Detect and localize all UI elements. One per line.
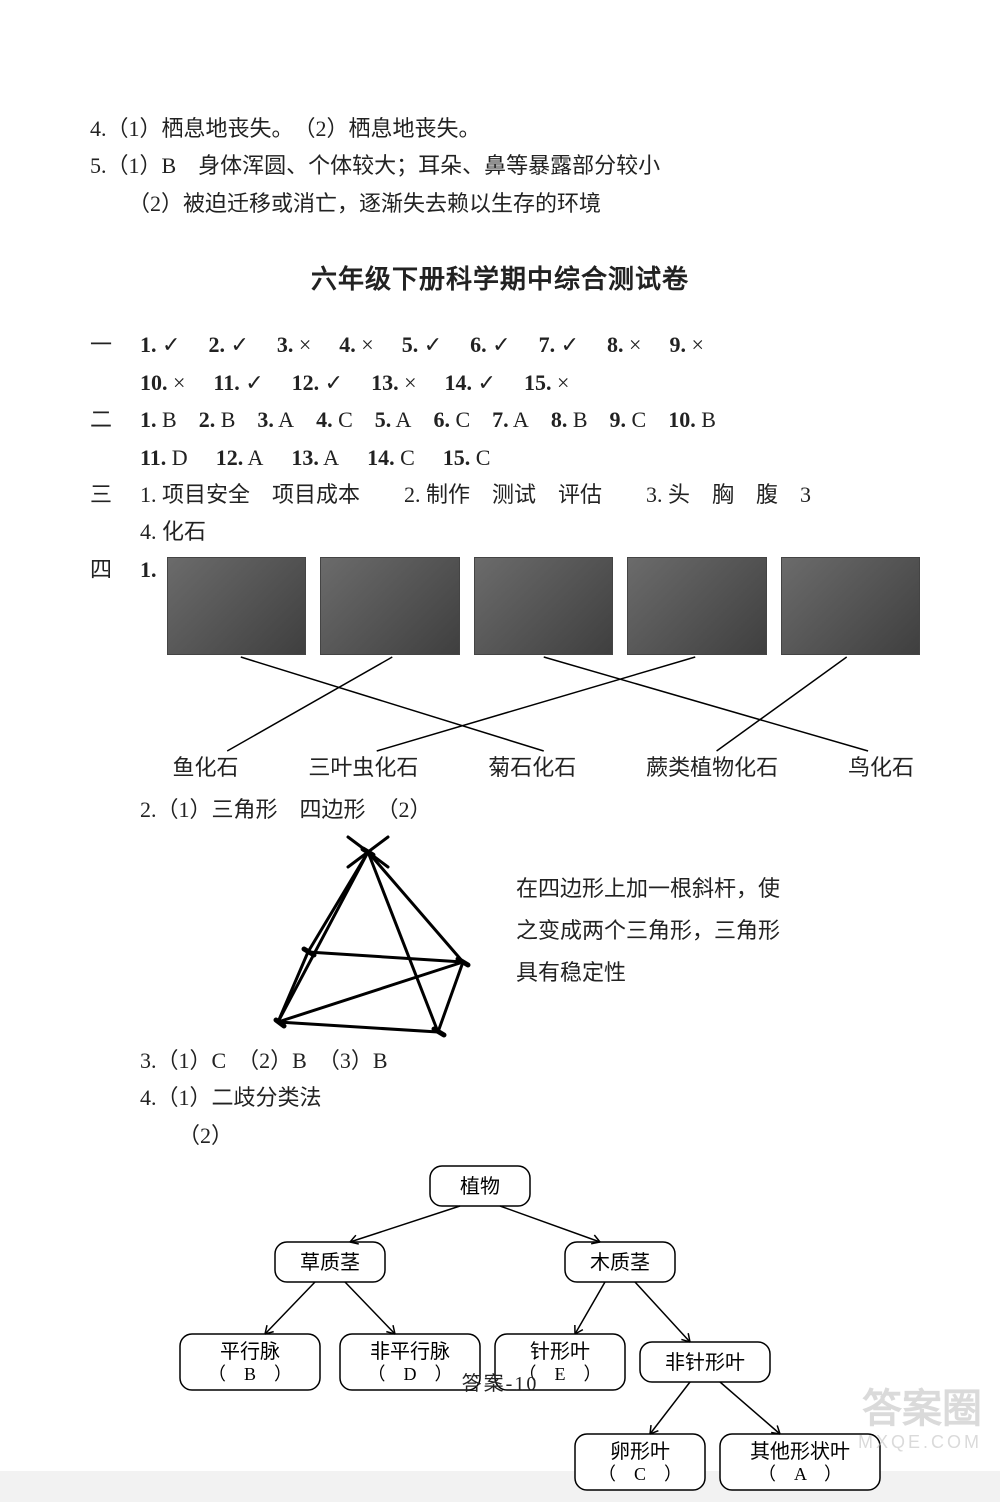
structure-sketch [238, 832, 498, 1042]
q4-2-note3: 具有稳定性 [516, 952, 920, 994]
section-4: 四 1. 鱼化石三叶虫化石菊石化石蕨类植物化石鸟化石 [90, 551, 910, 1502]
answer-item: 4. × [339, 326, 373, 363]
answer-item: 10. × [140, 364, 185, 401]
fossil-match: 鱼化石 三叶虫化石 菊石化石 蕨类植物化石 鸟化石 [167, 557, 921, 787]
svg-text:卵形叶: 卵形叶 [610, 1440, 670, 1463]
top-q5b: （2）被迫迁移或消亡，逐渐失去赖以生存的环境 [90, 185, 910, 222]
section-2-label: 二 [90, 401, 126, 438]
fossil-labels: 鱼化石 三叶虫化石 菊石化石 蕨类植物化石 鸟化石 [167, 749, 921, 786]
q4-1-label: 1. [140, 551, 157, 787]
svg-text:其他形状叶: 其他形状叶 [750, 1440, 850, 1463]
page-title: 六年级下册科学期中综合测试卷 [90, 258, 910, 302]
answer-item: 3. × [277, 326, 311, 363]
sec2-row1: 1. B 2. B 3. A 4. C 5. A 6. C 7. A 8. B 9. C 10. … [140, 401, 910, 438]
page-footer: 答案-10 [0, 1367, 1000, 1401]
answer-item: 15. C [443, 439, 491, 476]
answer-item: 9. × [669, 326, 703, 363]
q4-2-figure-row: 在四边形上加一根斜杆，使 之变成两个三角形，三角形 具有稳定性 [140, 832, 920, 1042]
fossil-img-4 [627, 557, 767, 655]
top-q5a: 5.（1）B 身体浑圆、个体较大；耳朵、鼻等暴露部分较小 [90, 147, 910, 184]
answer-item: 2. B [199, 401, 236, 438]
answer-item: 8. × [607, 326, 641, 363]
fossil-lines [167, 655, 921, 755]
answer-item: 1. ✓ [140, 326, 180, 363]
answer-item: 12. ✓ [292, 364, 343, 401]
q4-2-line: 2.（1）三角形 四边形 （2） [140, 797, 432, 822]
svg-text:平行脉: 平行脉 [220, 1340, 280, 1363]
classification-tree: 植物草质茎木质茎平行脉（ B ）非平行脉（ D ）针形叶（ E ）非针形叶卵形叶… [140, 1162, 920, 1502]
watermark-line1: 答案圈 [858, 1386, 982, 1432]
svg-text:（ A ）: （ A ） [758, 1464, 842, 1484]
sec2-row2: 11. D 12. A 13. A 14. C 15. C [140, 439, 910, 476]
q4-4-line1: 4.（1）二歧分类法 [140, 1079, 920, 1116]
q4-2-note2: 之变成两个三角形，三角形 [516, 910, 920, 952]
answer-item: 7. A [492, 401, 529, 438]
answer-item: 11. D [140, 439, 188, 476]
answer-item: 8. B [551, 401, 588, 438]
answer-item: 7. ✓ [539, 326, 579, 363]
answer-item: 6. C [433, 401, 470, 438]
svg-text:木质茎: 木质茎 [590, 1251, 650, 1274]
section-4-label: 四 [90, 551, 126, 588]
svg-text:（ C ）: （ C ） [598, 1464, 682, 1484]
answer-item: 13. A [291, 439, 339, 476]
answer-item: 5. A [375, 401, 412, 438]
q4-2-note1: 在四边形上加一根斜杆，使 [516, 868, 920, 910]
svg-text:针形叶: 针形叶 [530, 1340, 590, 1363]
section-2: 二 1. B 2. B 3. A 4. C 5. A 6. C 7. A 8. B 9. C 10… [90, 401, 910, 476]
section-3-label: 三 [90, 476, 126, 513]
fossil-label: 菊石化石 [488, 749, 576, 786]
answer-item: 15. × [524, 364, 569, 401]
section-3: 三 1. 项目安全 项目成本 2. 制作 测试 评估 3. 头 胸 腹 3 4.… [90, 476, 910, 551]
svg-text:植物: 植物 [460, 1175, 500, 1198]
answer-item: 12. A [216, 439, 264, 476]
watermark-line2: MXQE.COM [858, 1432, 982, 1453]
answer-item: 14. ✓ [445, 364, 496, 401]
page: 4.（1）栖息地丧失。 （2）栖息地丧失。 5.（1）B 身体浑圆、个体较大；耳… [0, 0, 1000, 1471]
fossil-img-1 [167, 557, 307, 655]
q4-4-line2: （2） [140, 1117, 920, 1154]
fossil-img-5 [781, 557, 921, 655]
answer-item: 4. C [316, 401, 353, 438]
sec3-line1: 1. 项目安全 项目成本 2. 制作 测试 评估 3. 头 胸 腹 3 [140, 476, 910, 513]
fossil-img-3 [474, 557, 614, 655]
answer-item: 13. × [371, 364, 416, 401]
answer-item: 14. C [367, 439, 415, 476]
top-q4: 4.（1）栖息地丧失。 （2）栖息地丧失。 [90, 110, 910, 147]
answer-item: 11. ✓ [213, 364, 263, 401]
answer-item: 10. B [668, 401, 716, 438]
answer-item: 9. C [610, 401, 647, 438]
q4-3-line: 3.（1）C （2）B （3）B [140, 1042, 920, 1079]
watermark: 答案圈 MXQE.COM [858, 1386, 982, 1453]
fossil-label: 三叶虫化石 [308, 749, 418, 786]
answer-item: 1. B [140, 401, 177, 438]
section-1-label: 一 [90, 326, 126, 363]
sec3-line2: 4. 化石 [140, 513, 910, 550]
sec1-row2: 10. × 11. ✓ 12. ✓ 13. × 14. ✓ 15. × [140, 364, 910, 401]
answer-item: 3. A [257, 401, 294, 438]
fossil-img-2 [320, 557, 460, 655]
svg-text:草质茎: 草质茎 [300, 1251, 360, 1274]
answer-item: 6. ✓ [470, 326, 510, 363]
fossil-label: 鸟化石 [848, 749, 914, 786]
answer-item: 5. ✓ [402, 326, 442, 363]
section-1: 一 1. ✓ 2. ✓ 3. × 4. × 5. ✓ 6. ✓ 7. ✓ 8. × 9. × 1… [90, 326, 910, 401]
fossil-label: 蕨类植物化石 [646, 749, 778, 786]
fossil-label: 鱼化石 [173, 749, 239, 786]
sec1-row1: 1. ✓ 2. ✓ 3. × 4. × 5. ✓ 6. ✓ 7. ✓ 8. × 9. × [140, 326, 910, 363]
svg-text:非平行脉: 非平行脉 [370, 1340, 450, 1363]
answer-item: 2. ✓ [208, 326, 248, 363]
